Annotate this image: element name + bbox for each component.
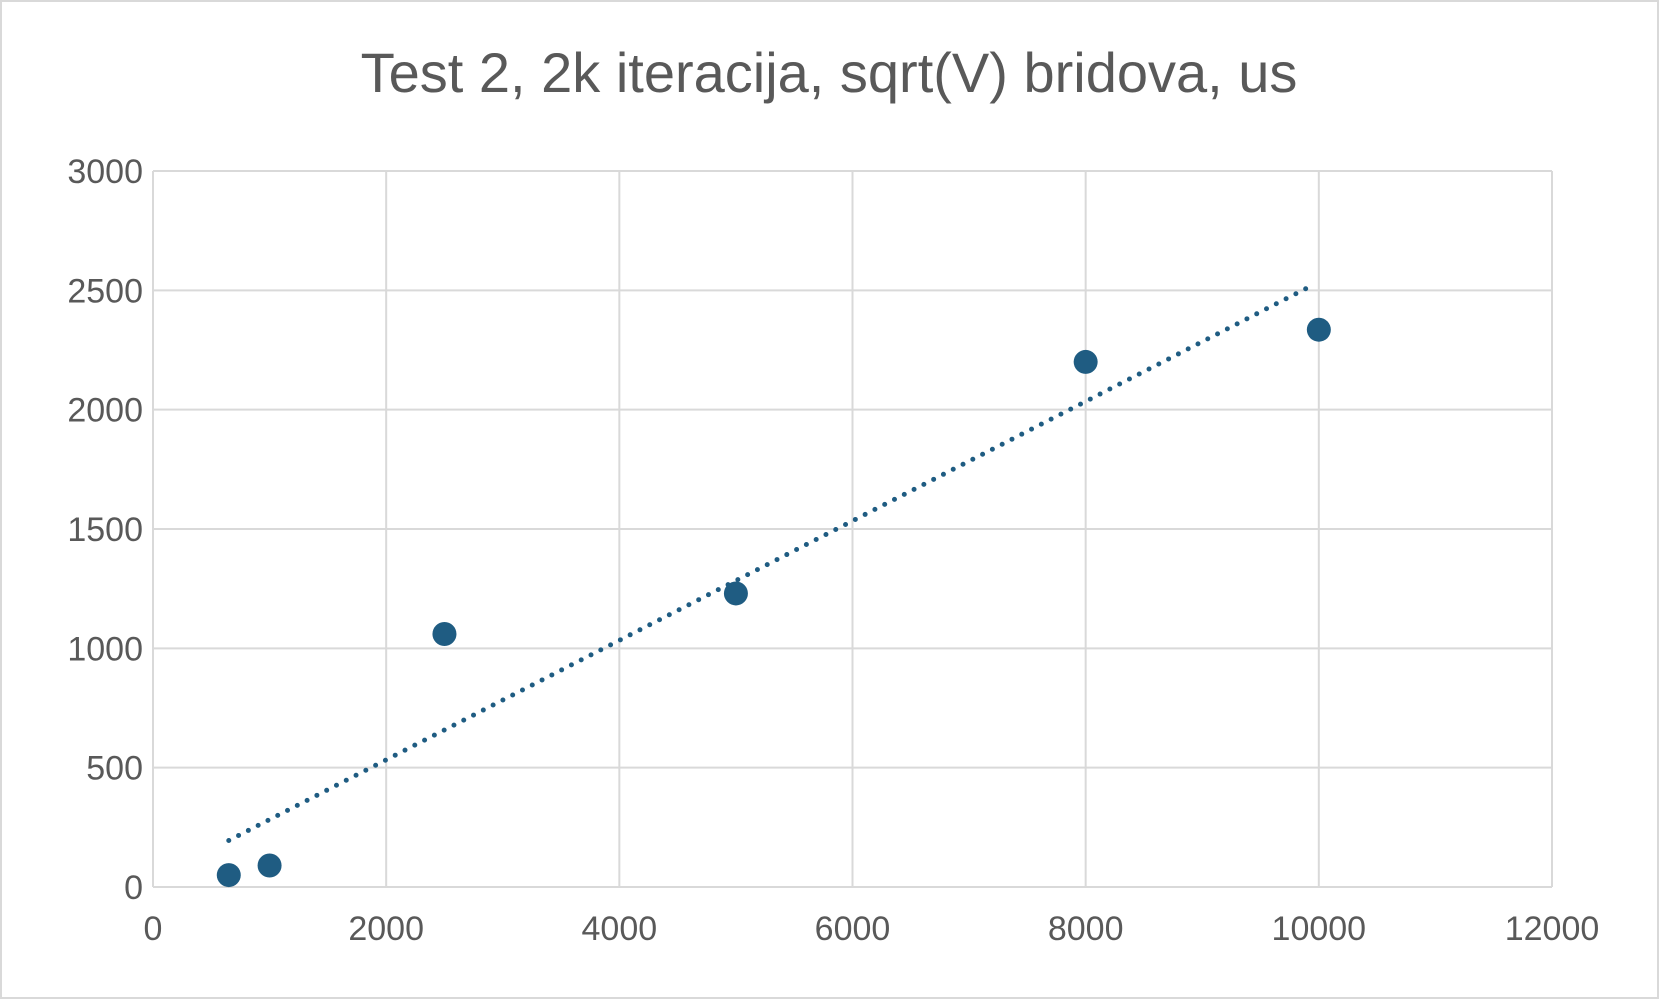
y-tick-label: 500 (86, 750, 143, 788)
y-tick-label: 1500 (67, 511, 143, 549)
data-point (1073, 349, 1098, 374)
plot-area: 0 500 1000 1500 2000 2500 3000 0 2000 4000 6000 800… (67, 153, 1599, 948)
trendline (226, 285, 1310, 843)
x-tick-label: 6000 (815, 910, 891, 948)
y-tick-label: 2500 (67, 272, 143, 310)
data-point (216, 863, 241, 888)
x-tick-label: 0 (144, 910, 163, 948)
data-point (257, 853, 282, 878)
x-tick-label: 10000 (1272, 910, 1367, 948)
y-tick-label: 0 (124, 869, 143, 907)
y-tick-label: 3000 (67, 153, 143, 191)
data-point (1306, 317, 1331, 342)
x-tick-label: 2000 (348, 910, 424, 948)
x-tick-label: 8000 (1048, 910, 1124, 948)
y-tick-label: 2000 (67, 392, 143, 430)
x-tick-label: 12000 (1505, 910, 1600, 948)
data-point (723, 581, 748, 606)
y-tick-label: 1000 (67, 630, 143, 668)
x-tick-label: 4000 (582, 910, 658, 948)
chart-title: Test 2, 2k iteracija, sqrt(V) bridova, u… (361, 41, 1298, 104)
data-point (432, 622, 457, 647)
